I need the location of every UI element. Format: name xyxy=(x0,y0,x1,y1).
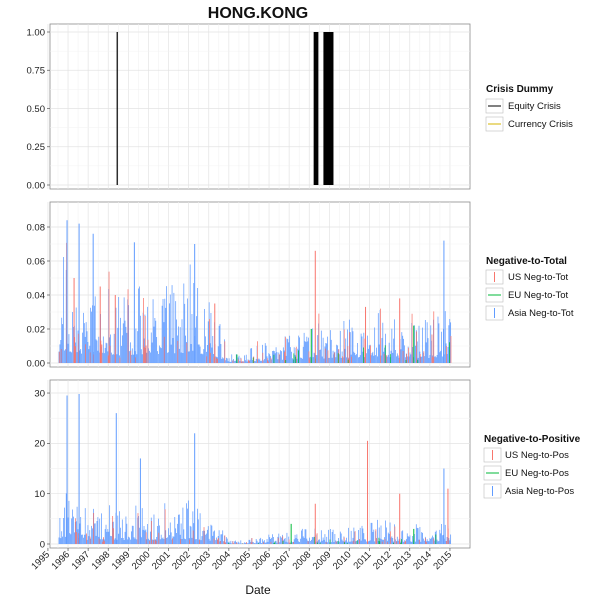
legend-crisis-title: Crisis Dummy xyxy=(486,84,554,95)
legend-neg-to-tot-title: Negative-to-Total xyxy=(486,256,567,267)
legend-crisis-label-equity: Equity Crisis xyxy=(508,101,561,112)
legend-neg-to-tot-label-asia: Asia Neg-to-Tot xyxy=(508,308,574,319)
panel-crisis-marks xyxy=(116,32,334,185)
panel-crisis-grid xyxy=(47,24,470,189)
legend-neg-to-tot-label-eu: EU Neg-to-Tot xyxy=(508,290,569,301)
y-tick-label: 0.00 xyxy=(27,358,46,369)
x-tick-label: 2004 xyxy=(210,549,233,572)
y-tick-label: 0.50 xyxy=(27,104,46,115)
legend-neg-to-pos-label-us: US Neg-to-Pos xyxy=(505,450,569,461)
x-tick-label: 2010 xyxy=(331,549,354,572)
y-tick-label: 1.00 xyxy=(27,27,46,38)
y-tick-label: 0.00 xyxy=(27,180,46,191)
y-tick-label: 0.25 xyxy=(27,142,46,153)
panel-crisis-background xyxy=(49,23,471,190)
y-tick-label: 0.75 xyxy=(27,66,46,77)
x-tick-label: 2006 xyxy=(250,549,273,572)
legend-neg-to-pos-label-asia: Asia Neg-to-Pos xyxy=(505,486,574,497)
x-tick-label: 2002 xyxy=(170,549,193,572)
x-tick-label: 1996 xyxy=(49,549,72,572)
panel-neg-to-tot: 0.00 0.02 0.04 0.06 0.08 xyxy=(27,201,471,369)
legend-neg-to-tot: Negative-to-Total US Neg-to-Tot EU Neg-t… xyxy=(485,256,574,321)
legend-neg-to-pos-label-eu: EU Neg-to-Pos xyxy=(505,468,569,479)
legend-neg-to-pos-title: Negative-to-Positive xyxy=(484,434,581,445)
crisis-period-equity xyxy=(323,32,334,185)
panel-neg-to-tot-yaxis: 0.00 0.02 0.04 0.06 0.08 xyxy=(27,222,50,369)
y-tick-label: 0.08 xyxy=(27,222,46,233)
x-tick-label: 2005 xyxy=(230,549,253,572)
chart-title: HONG.KONG xyxy=(208,5,308,22)
panel-neg-to-tot-marks xyxy=(58,220,452,363)
y-tick-label: 10 xyxy=(34,489,45,500)
crisis-period-equity xyxy=(313,32,319,185)
panel-neg-to-pos-marks xyxy=(58,394,452,544)
x-tick-label: 2013 xyxy=(391,549,414,572)
x-axis: 1995199619971998199920002001200220032004… xyxy=(29,548,454,572)
legend-neg-to-pos: Negative-to-Positive US Neg-to-Pos EU Ne… xyxy=(483,434,581,499)
x-tick-label: 2011 xyxy=(351,549,373,571)
x-tick-label: 2000 xyxy=(130,549,153,572)
x-tick-label: 2012 xyxy=(371,549,394,572)
x-tick-label: 1998 xyxy=(90,549,113,572)
legend-neg-to-tot-label-us: US Neg-to-Tot xyxy=(508,272,569,283)
legend-crisis: Crisis Dummy Equity Crisis Currency Cris… xyxy=(485,84,573,132)
x-tick-label: 2007 xyxy=(271,549,294,572)
y-tick-label: 0.06 xyxy=(27,256,46,267)
panel-crisis-yaxis: 0.00 0.25 0.50 0.75 1.00 xyxy=(27,27,50,191)
series-eu-bars xyxy=(228,534,437,544)
legend-crisis-label-currency: Currency Crisis xyxy=(508,119,573,130)
y-tick-label: 0.04 xyxy=(27,290,46,301)
y-tick-label: 0.02 xyxy=(27,324,46,335)
x-tick-label: 1995 xyxy=(29,549,52,572)
x-tick-label: 1999 xyxy=(110,549,133,572)
x-tick-label: 2008 xyxy=(291,549,314,572)
x-tick-label: 2014 xyxy=(411,549,434,572)
y-tick-label: 20 xyxy=(34,439,45,450)
crisis-period-equity xyxy=(116,32,118,185)
panel-crisis: 0.00 0.25 0.50 0.75 1.00 xyxy=(27,23,471,191)
y-tick-label: 30 xyxy=(34,388,45,399)
y-tick-label: 0 xyxy=(40,539,45,550)
series-us-bars xyxy=(58,242,452,363)
panel-neg-to-pos: 0 10 20 30 xyxy=(34,379,471,550)
panel-neg-to-pos-yaxis: 0 10 20 30 xyxy=(34,388,50,550)
x-tick-label: 2009 xyxy=(311,549,334,572)
x-tick-label: 2001 xyxy=(150,549,173,572)
x-tick-label: 1997 xyxy=(70,549,93,572)
x-tick-label: 2015 xyxy=(431,549,454,572)
x-tick-label: 2003 xyxy=(190,549,213,572)
x-axis-label: Date xyxy=(245,583,271,597)
